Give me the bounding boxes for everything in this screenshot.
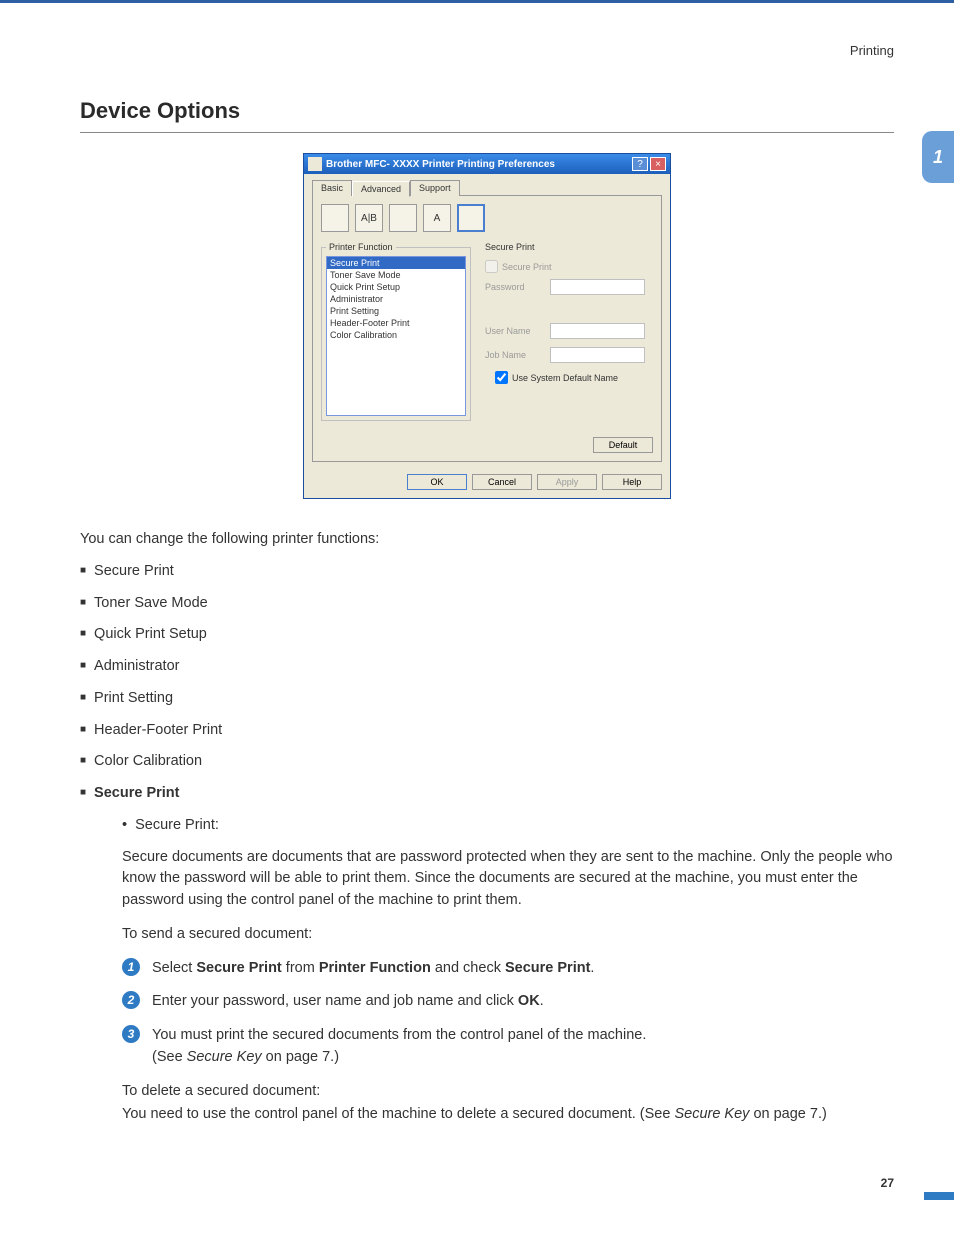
password-label: Password xyxy=(485,282,550,292)
list-item[interactable]: Quick Print Setup xyxy=(327,281,465,293)
footer-accent xyxy=(924,1192,954,1200)
bullet-item: Secure Print xyxy=(80,783,894,805)
preferences-window: Brother MFC- XXXX Printer Printing Prefe… xyxy=(303,153,671,499)
jobname-field[interactable] xyxy=(550,347,645,363)
heading-rule xyxy=(80,132,894,133)
send-secured-heading: To send a secured document: xyxy=(122,924,894,946)
page-title: Device Options xyxy=(80,98,894,124)
intro-text: You can change the following printer fun… xyxy=(80,529,894,551)
step-number-icon: 2 xyxy=(122,991,140,1009)
secure-print-label: Secure Print xyxy=(502,262,552,272)
toolbar-icon-3[interactable] xyxy=(389,204,417,232)
jobname-label: Job Name xyxy=(485,350,550,360)
help-icon[interactable]: ? xyxy=(632,157,648,171)
printer-function-legend: Printer Function xyxy=(326,242,396,252)
secure-print-checkbox[interactable] xyxy=(485,260,498,273)
bullet-item: Print Setting xyxy=(80,688,894,710)
step-3: 3 You must print the secured documents f… xyxy=(122,1025,894,1069)
step-number-icon: 3 xyxy=(122,1025,140,1043)
password-field[interactable] xyxy=(550,279,645,295)
bullet-item: Secure Print xyxy=(80,561,894,583)
bullet-item: Quick Print Setup xyxy=(80,624,894,646)
list-item[interactable]: Toner Save Mode xyxy=(327,269,465,281)
tab-basic[interactable]: Basic xyxy=(312,180,352,196)
panel-title: Secure Print xyxy=(485,242,653,252)
step-text: Enter your password, user name and job n… xyxy=(152,991,894,1013)
step-text: Select Secure Print from Printer Functio… xyxy=(152,958,894,980)
toolbar-icon-1[interactable] xyxy=(321,204,349,232)
chapter-tab: 1 xyxy=(922,131,954,183)
printer-function-group: Printer Function Secure Print Toner Save… xyxy=(321,242,471,421)
username-label: User Name xyxy=(485,326,550,336)
toolbar-icon-2[interactable]: A|B xyxy=(355,204,383,232)
section-header: Printing xyxy=(80,43,894,58)
delete-heading: To delete a secured document: xyxy=(122,1081,894,1103)
toolbar-icon-4[interactable]: A xyxy=(423,204,451,232)
toolbar-icon-5[interactable] xyxy=(457,204,485,232)
ok-button[interactable]: OK xyxy=(407,474,467,490)
window-title: Brother MFC- XXXX Printer Printing Prefe… xyxy=(326,159,632,170)
step-2: 2 Enter your password, user name and job… xyxy=(122,991,894,1013)
use-default-checkbox[interactable] xyxy=(495,371,508,384)
tab-advanced[interactable]: Advanced xyxy=(352,181,410,197)
list-item[interactable]: Color Calibration xyxy=(327,329,465,341)
help-button[interactable]: Help xyxy=(602,474,662,490)
step-text: You must print the secured documents fro… xyxy=(152,1025,894,1069)
cancel-button[interactable]: Cancel xyxy=(472,474,532,490)
list-item[interactable]: Header-Footer Print xyxy=(327,317,465,329)
username-field[interactable] xyxy=(550,323,645,339)
use-default-label: Use System Default Name xyxy=(512,373,618,383)
list-item[interactable]: Print Setting xyxy=(327,305,465,317)
app-icon xyxy=(308,157,322,171)
bullet-item: Toner Save Mode xyxy=(80,593,894,615)
sub-bullet: Secure Print: xyxy=(122,815,894,837)
tab-support[interactable]: Support xyxy=(410,180,460,196)
apply-button[interactable]: Apply xyxy=(537,474,597,490)
close-icon[interactable]: × xyxy=(650,157,666,171)
step-number-icon: 1 xyxy=(122,958,140,976)
list-item[interactable]: Secure Print xyxy=(327,257,465,269)
step-1: 1 Select Secure Print from Printer Funct… xyxy=(122,958,894,980)
titlebar: Brother MFC- XXXX Printer Printing Prefe… xyxy=(304,154,670,174)
default-button[interactable]: Default xyxy=(593,437,653,453)
list-item[interactable]: Administrator xyxy=(327,293,465,305)
tabs: Basic Advanced Support xyxy=(312,180,662,196)
bullet-item: Color Calibration xyxy=(80,751,894,773)
page-number: 27 xyxy=(80,1176,894,1190)
bullet-item: Header-Footer Print xyxy=(80,720,894,742)
secure-description: Secure documents are documents that are … xyxy=(122,847,894,912)
delete-text: You need to use the control panel of the… xyxy=(122,1104,894,1126)
bullet-item: Administrator xyxy=(80,656,894,678)
printer-function-list[interactable]: Secure Print Toner Save Mode Quick Print… xyxy=(326,256,466,416)
